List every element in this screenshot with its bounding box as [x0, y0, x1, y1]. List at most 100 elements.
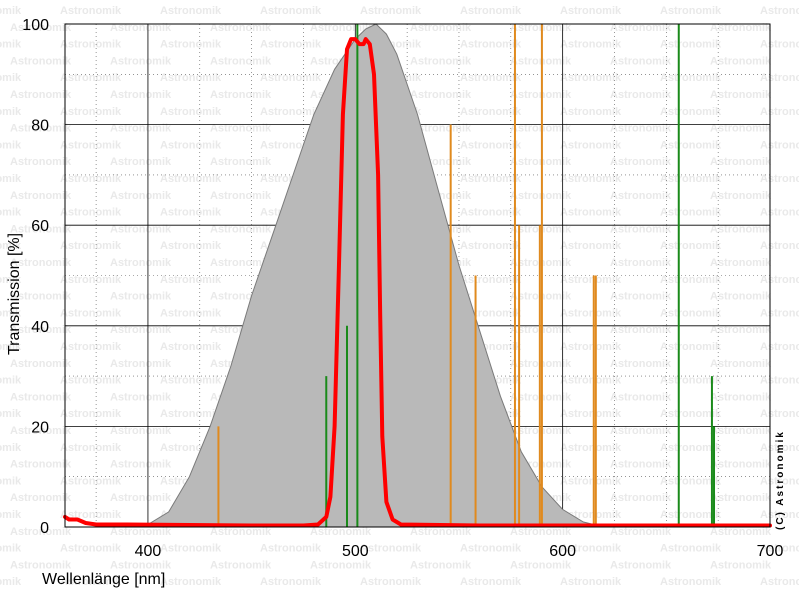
watermark-text: Astronomik — [760, 207, 799, 219]
watermark-text: Astronomik — [0, 307, 22, 319]
watermark-text: Astronomik — [660, 5, 722, 17]
watermark-text: Astronomik — [210, 526, 272, 538]
watermark-text: Astronomik — [560, 543, 622, 555]
watermark-text: Astronomik — [710, 324, 772, 336]
watermark-text: Astronomik — [10, 492, 72, 504]
watermark-text: Astronomik — [610, 257, 672, 269]
watermark-text: Astronomik — [360, 576, 422, 588]
watermark-text: Astronomik — [760, 576, 799, 588]
watermark-text: Astronomik — [560, 5, 622, 17]
watermark-text: Astronomik — [560, 274, 622, 286]
watermark-text: Astronomik — [660, 106, 722, 118]
watermark-text: Astronomik — [360, 543, 422, 555]
watermark-text: Astronomik — [610, 291, 672, 303]
watermark-text: Astronomik — [0, 5, 22, 17]
watermark-text: Astronomik — [110, 425, 172, 437]
watermark-text: Astronomik — [310, 526, 372, 538]
watermark-text: Astronomik — [660, 39, 722, 51]
watermark-text: Astronomik — [10, 459, 72, 471]
watermark-text: Astronomik — [760, 341, 799, 353]
watermark-text: Astronomik — [160, 240, 222, 252]
watermark-text: Astronomik — [310, 559, 372, 571]
watermark-text: Astronomik — [610, 492, 672, 504]
watermark-text: Astronomik — [710, 123, 772, 135]
watermark-text: Astronomik — [60, 543, 122, 555]
watermark-text: Astronomik — [60, 341, 122, 353]
watermark-text: Astronomik — [710, 89, 772, 101]
watermark-text: Astronomik — [0, 408, 22, 420]
watermark-text: Astronomik — [0, 274, 22, 286]
watermark-text: Astronomik — [460, 576, 522, 588]
watermark-text: Astronomik — [160, 106, 222, 118]
y-tick-label: 20 — [31, 419, 49, 436]
watermark-text: Astronomik — [160, 274, 222, 286]
watermark-text: Astronomik — [110, 459, 172, 471]
tick-labels: 400 500 600 700 0 20 40 60 80 100 — [22, 17, 783, 560]
watermark-text: Astronomik — [410, 55, 472, 67]
watermark-text: Astronomik — [560, 39, 622, 51]
watermark-text: Astronomik — [210, 22, 272, 34]
watermark-text: Astronomik — [560, 72, 622, 84]
watermark-text: Astronomik — [660, 576, 722, 588]
watermark-text: Astronomik — [160, 576, 222, 588]
series-line — [63, 37, 772, 528]
watermark-text: Astronomik — [760, 106, 799, 118]
watermark-text: Astronomik — [610, 559, 672, 571]
watermark-text: Astronomik — [260, 5, 322, 17]
watermark-text: Astronomik — [10, 291, 72, 303]
x-tick-label: 500 — [342, 543, 369, 560]
watermark-text: Astronomik — [460, 543, 522, 555]
watermark-text: Astronomik — [0, 475, 22, 487]
watermark-text: Astronomik — [0, 576, 22, 588]
watermark-text: Astronomik — [10, 123, 72, 135]
watermark-text: Astronomik — [210, 156, 272, 168]
plot-area — [63, 23, 772, 528]
x-tick-label: 700 — [757, 543, 784, 560]
watermark-text: Astronomik — [110, 156, 172, 168]
watermark-text: Astronomik — [110, 89, 172, 101]
watermark-text: Astronomik — [460, 207, 522, 219]
watermark-text: Astronomik — [560, 139, 622, 151]
watermark-text: Astronomik — [0, 442, 22, 454]
watermark-text: Astronomik — [610, 190, 672, 202]
watermark-text: Astronomik — [10, 391, 72, 403]
watermark-text: Astronomik — [60, 139, 122, 151]
watermark-text: Astronomik — [160, 72, 222, 84]
y-tick-label: 40 — [31, 319, 49, 336]
watermark-text: Astronomik — [260, 543, 322, 555]
watermark-text: Astronomik — [610, 425, 672, 437]
watermark-text: Astronomik — [560, 375, 622, 387]
watermark-text: Astronomik — [110, 358, 172, 370]
watermark-text: Astronomik — [60, 475, 122, 487]
watermark-text: Astronomik — [60, 274, 122, 286]
watermark-text: Astronomik — [710, 358, 772, 370]
watermark-text: Astronomik — [760, 39, 799, 51]
x-tick-label: 400 — [135, 543, 162, 560]
watermark-text: Astronomik — [410, 559, 472, 571]
watermark-text: Astronomik — [210, 89, 272, 101]
watermark-text: Astronomik — [510, 526, 572, 538]
y-tick-label: 0 — [40, 520, 49, 537]
watermark-text: Astronomik — [410, 22, 472, 34]
watermark-text: Astronomik — [0, 375, 22, 387]
watermark-text: Astronomik — [60, 240, 122, 252]
watermark-text: Astronomik — [10, 156, 72, 168]
watermark-text: Astronomik — [410, 526, 472, 538]
watermark-text: Astronomik — [610, 324, 672, 336]
watermark-text: Astronomik — [610, 22, 672, 34]
watermark-text: Astronomik — [760, 543, 799, 555]
watermark-text: Astronomik — [660, 240, 722, 252]
watermark-text: Astronomik — [110, 324, 172, 336]
watermark-text: Astronomik — [160, 5, 222, 17]
plot-frame — [64, 23, 771, 528]
watermark-text: Astronomik — [660, 543, 722, 555]
watermark-text: Astronomik — [710, 559, 772, 571]
watermark-text: Astronomik — [560, 475, 622, 487]
watermark-text: Astronomik — [660, 375, 722, 387]
watermark-text: Astronomik — [10, 324, 72, 336]
watermark-text: Astronomik — [210, 223, 272, 235]
watermark-text: Astronomik — [710, 425, 772, 437]
watermark-text: Astronomik — [710, 190, 772, 202]
watermark-text: Astronomik — [260, 39, 322, 51]
